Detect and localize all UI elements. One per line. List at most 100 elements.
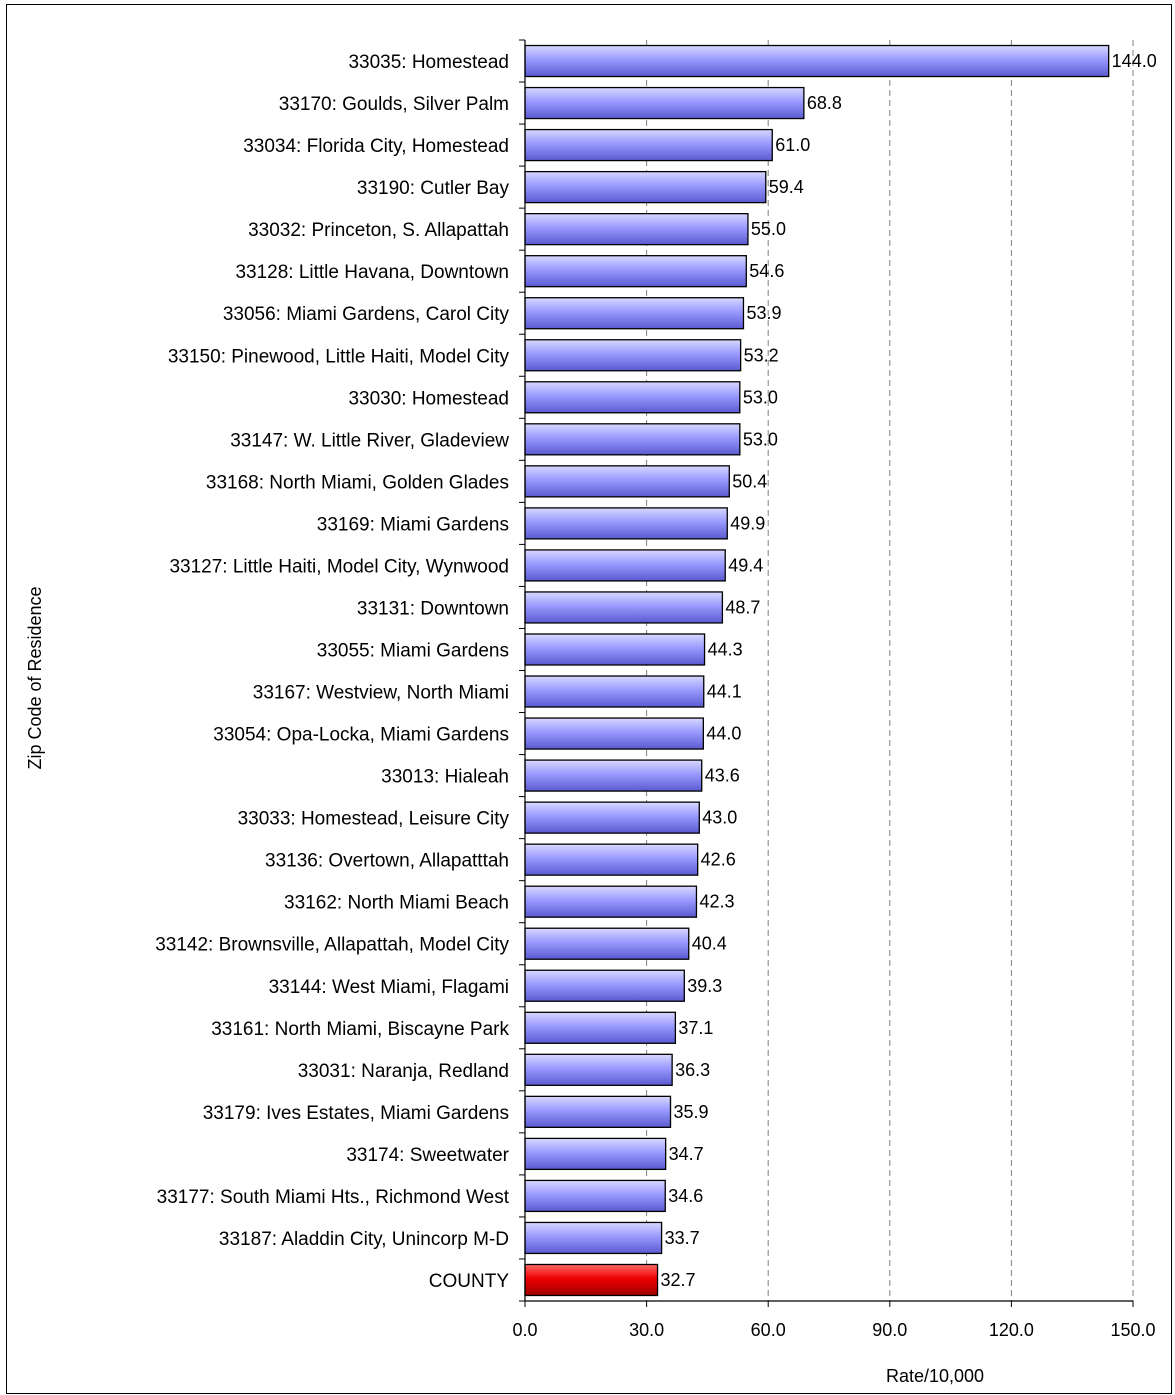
- value-label: 37.1: [678, 1018, 713, 1038]
- category-label: 33177: South Miami Hts., Richmond West: [157, 1187, 510, 1208]
- value-label: 34.6: [668, 1186, 703, 1206]
- value-label: 144.0: [1112, 51, 1157, 71]
- value-label: 42.3: [699, 892, 734, 912]
- axes: 0.0 30.0 60.0 90.0 120.0 150.0 33035: Homestea…: [155, 39, 1157, 1340]
- value-label: 68.8: [807, 93, 842, 113]
- category-label: 33128: Little Havana, Downtown: [235, 262, 509, 283]
- bar: [524, 1053, 673, 1086]
- x-tick-label: 30.0: [629, 1320, 664, 1340]
- y-axis-title: Zip Code of Residence: [25, 586, 45, 769]
- category-label: 33161: North Miami, Biscayne Park: [211, 1019, 509, 1040]
- bar: [524, 801, 700, 834]
- bar: [524, 675, 705, 708]
- bar: [524, 128, 773, 162]
- value-label: 53.0: [743, 429, 778, 449]
- x-tick-label: 0.0: [512, 1320, 537, 1340]
- value-label: 44.3: [708, 639, 743, 659]
- value-label: 36.3: [675, 1060, 710, 1080]
- category-label: 33031: Naranja, Redland: [298, 1061, 509, 1082]
- category-label: 33055: Miami Gardens: [317, 640, 509, 661]
- category-label: 33190: Cutler Bay: [357, 178, 510, 199]
- bar: [524, 633, 706, 666]
- value-label: 43.0: [702, 808, 737, 828]
- category-label: 33170: Goulds, Silver Palm: [279, 94, 509, 115]
- bar: [524, 759, 703, 792]
- x-tick-label: 150.0: [1110, 1320, 1155, 1340]
- bar: [524, 212, 749, 246]
- category-label: 33035: Homestead: [348, 52, 509, 73]
- value-label: 44.1: [707, 682, 742, 702]
- category-label: 33142: Brownsville, Allapattah, Model Ci…: [155, 935, 509, 956]
- bar: [524, 297, 745, 330]
- x-tick-label: 90.0: [872, 1320, 907, 1340]
- value-label: 33.7: [665, 1228, 700, 1248]
- x-tick-label: 60.0: [751, 1320, 786, 1340]
- category-label: 33150: Pinewood, Little Haiti, Model Cit…: [168, 346, 510, 367]
- value-label: 34.7: [669, 1144, 704, 1164]
- bar: [524, 1137, 667, 1171]
- bar: [524, 927, 690, 960]
- bar: [524, 843, 699, 876]
- bar: [524, 86, 805, 120]
- bar: [524, 339, 742, 372]
- category-label: 33127: Little Haiti, Model City, Wynwood: [169, 556, 509, 577]
- value-label: 39.3: [687, 976, 722, 996]
- value-label: 32.7: [661, 1270, 696, 1290]
- value-label: 44.0: [706, 724, 741, 744]
- bar: [524, 885, 698, 918]
- value-label: 48.7: [725, 597, 760, 617]
- category-label: 33056: Miami Gardens, Carol City: [223, 304, 510, 325]
- bar: [524, 717, 704, 750]
- value-label: 53.9: [746, 303, 781, 323]
- value-label: 53.0: [743, 387, 778, 407]
- bar: [524, 549, 726, 582]
- bar: [524, 1095, 672, 1128]
- x-tick-label: 120.0: [989, 1320, 1034, 1340]
- category-label: 33013: Hialeah: [381, 767, 509, 788]
- value-label: 53.2: [744, 345, 779, 365]
- category-label: 33169: Miami Gardens: [317, 514, 509, 535]
- value-label: 43.6: [705, 766, 740, 786]
- bar: [524, 507, 728, 540]
- gridlines: [646, 40, 1134, 1301]
- category-label: 33131: Downtown: [357, 598, 509, 619]
- bar: [524, 170, 767, 204]
- value-label: 35.9: [674, 1102, 709, 1122]
- category-label: 33174: Sweetwater: [346, 1145, 509, 1166]
- category-label: 33034: Florida City, Homestead: [243, 136, 509, 157]
- value-label: 49.4: [728, 555, 763, 575]
- category-label: 33136: Overtown, Allapatttah: [265, 851, 509, 872]
- value-label: 49.9: [730, 513, 765, 533]
- bar: [524, 465, 730, 498]
- bar: [524, 423, 741, 456]
- bar: [524, 1221, 663, 1255]
- bars: [524, 44, 1110, 1297]
- bar: [524, 381, 741, 414]
- value-label: 61.0: [775, 135, 810, 155]
- value-label: 50.4: [732, 471, 767, 491]
- value-label: 59.4: [769, 177, 804, 197]
- category-label: 33167: Westview, North Miami: [253, 683, 509, 704]
- category-label: 33033: Homestead, Leisure City: [238, 809, 510, 830]
- value-label: 55.0: [751, 219, 786, 239]
- category-label: 33179: Ives Estates, Miami Gardens: [203, 1103, 509, 1124]
- x-axis-title: Rate/10,000: [886, 1366, 984, 1386]
- bar: [524, 255, 747, 288]
- category-label: 33147: W. Little River, Gladeview: [230, 430, 509, 451]
- bar-county: [524, 1263, 659, 1297]
- category-label: 33168: North Miami, Golden Glades: [206, 472, 509, 493]
- bar: [524, 1011, 677, 1044]
- bar: [524, 969, 685, 1002]
- category-label: 33030: Homestead: [348, 388, 509, 409]
- category-label: 33032: Princeton, S. Allapattah: [248, 220, 509, 241]
- value-label: 54.6: [749, 261, 784, 281]
- value-label: 40.4: [692, 934, 727, 954]
- category-label: 33144: West Miami, Flagami: [269, 977, 509, 998]
- category-label: 33162: North Miami Beach: [284, 893, 509, 914]
- bar: [524, 1179, 666, 1213]
- category-label: COUNTY: [429, 1271, 510, 1292]
- category-label: 33187: Aladdin City, Unincorp M-D: [219, 1229, 509, 1250]
- bar: [524, 44, 1110, 78]
- value-label: 42.6: [701, 850, 736, 870]
